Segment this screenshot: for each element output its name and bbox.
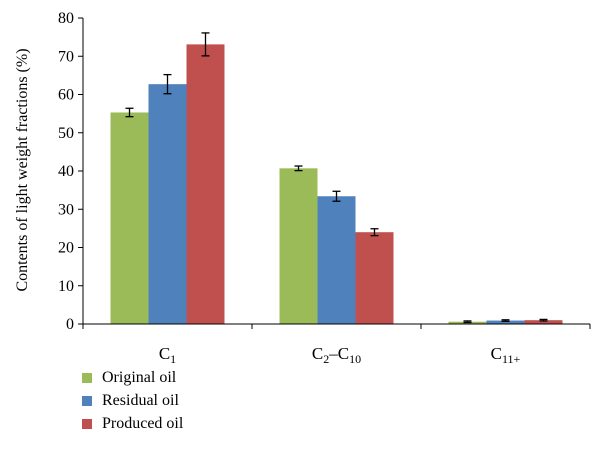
y-tick-label-7: 70 [58,48,74,65]
y-tick-label-8: 80 [58,10,74,27]
axes [82,18,591,329]
category-labels: C1​ C2​–C10​ C11+​ [159,344,521,366]
legend-swatch [82,395,92,406]
bar-produced-oil-1 [355,232,394,324]
error-bars [125,32,548,324]
legend-item-original-oil: Original oil [82,366,183,389]
y-tick-label-6: 60 [58,87,74,104]
bars [110,44,563,324]
legend-label: Residual oil [102,391,179,409]
bar-residual-oil-0 [148,84,187,324]
x-category-label-0: C1​ [159,344,176,366]
bar-residual-oil-2 [486,320,525,324]
bar-residual-oil-1 [317,196,356,324]
y-tick-label-2: 20 [58,240,74,257]
legend-label: Original oil [102,368,177,386]
y-axis-title: Contents of light weight fractions (%) [14,48,31,291]
bar-original-oil-1 [279,168,318,324]
y-tick-label-3: 30 [58,201,74,218]
legend-item-produced-oil: Produced oil [82,412,183,435]
y-tick-label-1: 10 [58,278,74,295]
legend-item-residual-oil: Residual oil [82,389,183,412]
legend-swatch [82,372,92,383]
bar-original-oil-0 [110,112,149,324]
x-category-label-2: C11+​ [491,344,521,366]
y-axis-ticks: 0 10 20 30 40 50 60 70 80 [58,10,83,333]
y-tick-label-4: 40 [58,163,74,180]
bar-produced-oil-0 [186,44,225,324]
bar-produced-oil-2 [524,320,563,324]
x-category-label-1: C2​–C10​ [312,344,361,366]
legend-swatch [82,418,92,429]
y-tick-label-5: 50 [58,125,74,142]
legend-label: Produced oil [102,414,184,432]
legend: Original oil Residual oil Produced oil [82,366,183,435]
y-tick-label-0: 0 [66,316,74,333]
